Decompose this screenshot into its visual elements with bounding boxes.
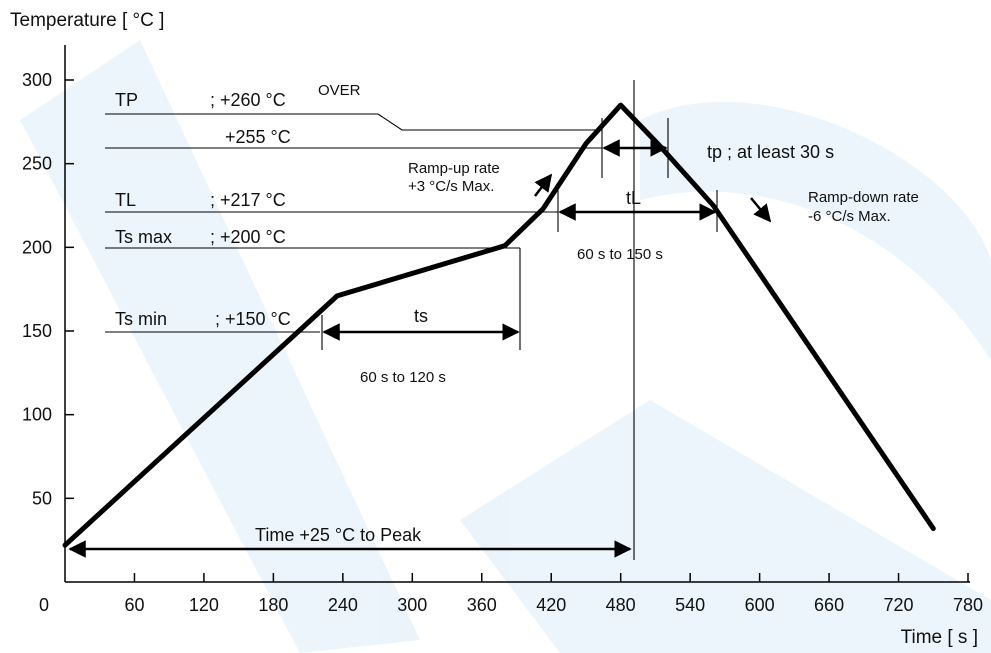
ramp-up-line1: Ramp-up rate [408, 160, 500, 177]
tp-level-line [105, 113, 602, 131]
time-to-peak-label: Time +25 °C to Peak [255, 525, 422, 545]
x-tick-label: 780 [953, 595, 983, 615]
watermark [20, 40, 991, 653]
vertical-markers [321, 80, 718, 560]
tsmax-label: Ts max [115, 227, 172, 247]
tl-label: TL [115, 190, 136, 210]
y-tick-label: 300 [22, 70, 52, 90]
y-tick-label: 50 [32, 488, 52, 508]
tp-over-label: OVER [318, 82, 361, 99]
tsmax-value: ; +200 °C [210, 227, 286, 247]
x-tick-label: 0 [39, 595, 49, 615]
ramp-down-line1: Ramp-down rate [808, 189, 919, 206]
x-tick-label: 660 [814, 595, 844, 615]
tp-value: ; +260 °C [210, 90, 286, 110]
reflow-profile-curve [62, 102, 936, 548]
ts-label-text: ts [414, 306, 428, 326]
y-tick-label: 100 [22, 405, 52, 425]
tl-label-text: tL [626, 188, 641, 208]
x-tick-label: 720 [884, 595, 914, 615]
y-tick-label: 200 [22, 237, 52, 257]
y-tick-label: 250 [22, 154, 52, 174]
x-tick-label: 300 [397, 595, 427, 615]
x-tick-label: 60 [124, 595, 144, 615]
x-tick-label: 420 [536, 595, 566, 615]
y-tick-label: 150 [22, 321, 52, 341]
ramp-down-line2: -6 °C/s Max. [808, 208, 891, 225]
ramp-up-arrow [534, 173, 553, 197]
x-tick-label: 600 [745, 595, 775, 615]
ramp-up-line2: +3 °C/s Max. [408, 178, 494, 195]
x-tick-label: 480 [606, 595, 636, 615]
dimension-arrows [68, 139, 772, 558]
annotations: tp ; at least 30 s tL 60 s to 150 s ts 6… [255, 142, 919, 545]
x-ticks: 0 60 120 180 240 300 360 420 480 540 600 660 720 780 [39, 573, 983, 615]
x-tick-label: 240 [328, 595, 358, 615]
y-axis-title: Temperature [ °C ] [10, 10, 164, 31]
x-tick-label: 120 [189, 595, 219, 615]
tsmin-label: Ts min [115, 309, 167, 329]
level-lines [105, 113, 602, 333]
255-value: +255 °C [225, 127, 291, 147]
tl-value: ; +217 °C [210, 190, 286, 210]
tp-duration-label: tp ; at least 30 s [707, 142, 834, 162]
x-tick-label: 360 [467, 595, 497, 615]
x-tick-label: 540 [675, 595, 705, 615]
ramp-down-arrow [750, 197, 772, 223]
x-tick-label: 180 [258, 595, 288, 615]
y-ticks: 50 100 150 200 250 300 [22, 70, 74, 508]
ts-range-label: 60 s to 120 s [360, 369, 446, 386]
tl-range-label: 60 s to 150 s [577, 246, 663, 263]
tsmin-value: ; +150 °C [215, 309, 291, 329]
x-axis-title: Time [ s ] [901, 627, 978, 648]
level-labels: TP ; +260 °C OVER +255 °C TL ; +217 °C T… [115, 82, 361, 329]
tp-label: TP [115, 90, 138, 110]
